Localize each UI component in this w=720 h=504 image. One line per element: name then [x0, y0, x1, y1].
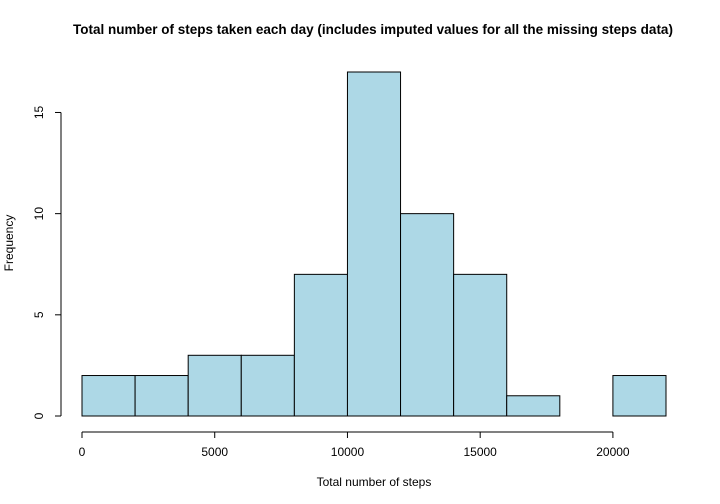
histogram-bar — [612, 375, 667, 417]
x-tick-label: 15000 — [463, 445, 497, 459]
y-tick-label: 15 — [32, 105, 46, 119]
histogram-bar — [240, 354, 295, 417]
histogram-bar — [293, 273, 348, 417]
y-tick-label: 10 — [32, 207, 46, 221]
x-tick-label: 20000 — [596, 445, 630, 459]
histogram-bar — [453, 273, 508, 417]
y-axis: 0 5 10 15 — [32, 105, 62, 419]
y-axis-label: Frequency — [2, 215, 16, 272]
x-axis-label: Total number of steps — [317, 475, 432, 489]
x-tick-label: 5000 — [201, 445, 228, 459]
histogram-bar — [400, 213, 455, 417]
histogram-bar — [81, 375, 136, 417]
y-tick-label: 0 — [32, 412, 46, 419]
x-tick-label: 0 — [79, 445, 86, 459]
histogram-bar — [346, 71, 402, 417]
histogram-bar — [134, 375, 189, 417]
histogram-bar — [187, 354, 242, 417]
histogram-bars — [81, 71, 667, 417]
x-tick-label: 10000 — [331, 445, 365, 459]
y-tick-label: 5 — [32, 311, 46, 318]
chart-title: Total number of steps taken each day (in… — [73, 22, 673, 37]
x-axis: 0 5000 10000 15000 20000 — [79, 431, 630, 459]
histogram-bar — [506, 395, 561, 417]
